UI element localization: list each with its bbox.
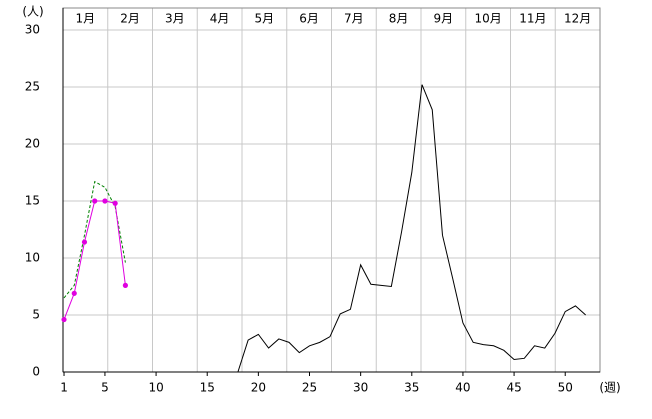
month-label: 4月 — [210, 12, 230, 26]
x-tick-label: 25 — [302, 381, 317, 395]
month-label: 3月 — [165, 12, 185, 26]
point — [112, 200, 118, 206]
month-label: 12月 — [564, 12, 591, 26]
x-tick-label: 10 — [148, 381, 163, 395]
x-axis-label: (週) — [599, 381, 620, 395]
x-tick-label: 20 — [251, 381, 266, 395]
y-tick-label: 0 — [32, 365, 40, 379]
month-label: 9月 — [434, 12, 454, 26]
y-tick-label: 10 — [25, 251, 40, 265]
point — [81, 239, 88, 245]
x-tick-label: 50 — [558, 381, 573, 395]
x-tick-label: 1 — [60, 381, 68, 395]
y-tick-label: 15 — [25, 194, 40, 208]
x-tick-label: 40 — [455, 381, 470, 395]
point — [71, 290, 77, 296]
point — [61, 316, 67, 323]
month-label: 2月 — [120, 12, 140, 26]
point — [92, 198, 98, 204]
month-label: 11月 — [519, 12, 546, 26]
y-tick-label: 20 — [25, 137, 40, 151]
y-tick-label: 30 — [25, 23, 40, 37]
point — [122, 282, 128, 288]
x-tick-label: 5 — [101, 381, 109, 395]
y-tick-label: 5 — [32, 308, 40, 322]
x-tick-label: 45 — [506, 381, 521, 395]
month-label: 10月 — [474, 12, 501, 26]
y-axis-label: (人) — [22, 5, 43, 19]
month-label: 6月 — [299, 12, 319, 26]
x-tick-label: 15 — [200, 381, 215, 395]
month-label: 1月 — [76, 12, 96, 26]
month-label: 8月 — [389, 12, 409, 26]
series-line — [64, 84, 587, 373]
point — [102, 198, 108, 204]
month-label: 7月 — [344, 12, 364, 26]
x-tick-label: 35 — [404, 381, 419, 395]
month-label: 5月 — [255, 12, 275, 26]
x-tick-label: 30 — [353, 381, 368, 395]
y-tick-label: 25 — [25, 80, 40, 94]
